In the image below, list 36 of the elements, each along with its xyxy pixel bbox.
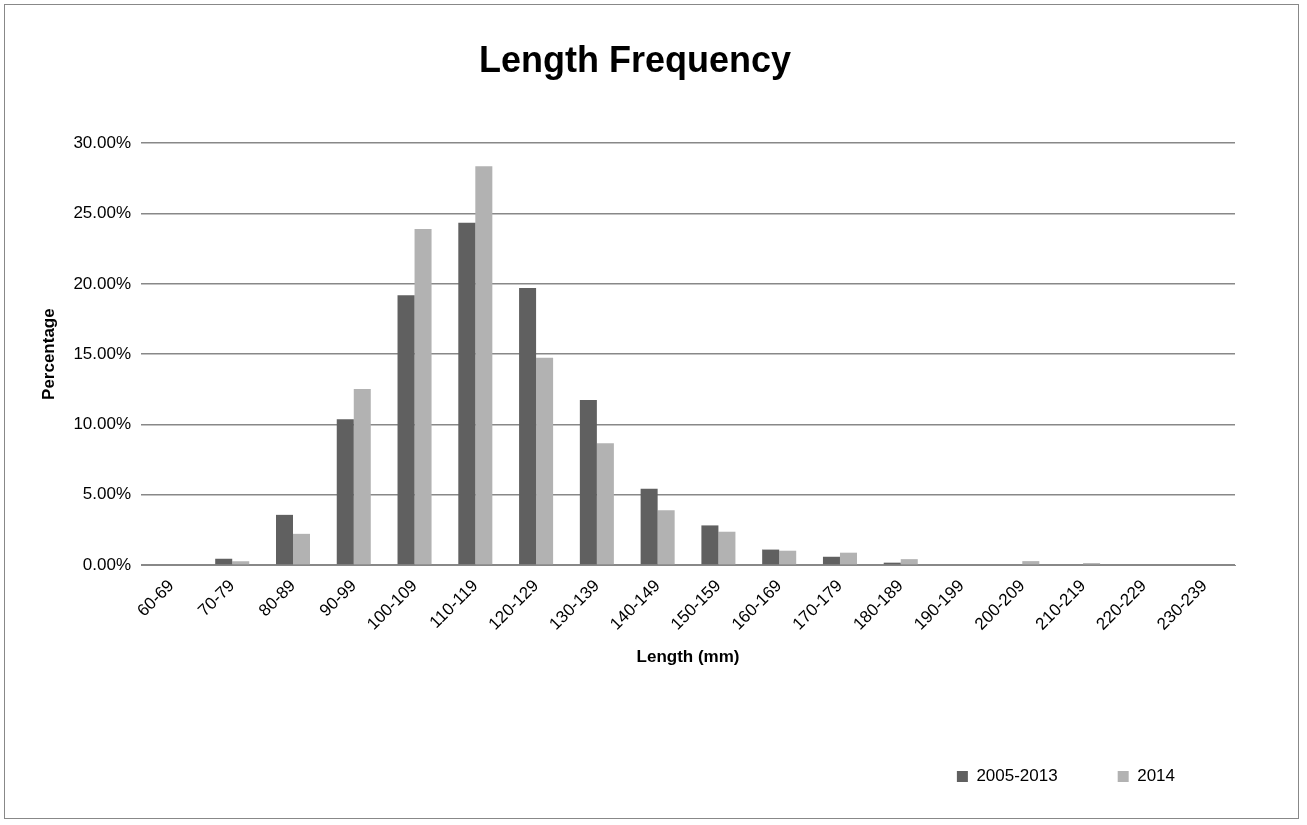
legend-label: 2014 [1137, 766, 1176, 786]
bar [640, 488, 658, 565]
y-tick-label: 30.00% [73, 132, 132, 152]
bar [701, 525, 719, 565]
legend-label: 2005-2013 [976, 766, 1058, 786]
y-axis-title: Percentage [38, 308, 58, 400]
bar [839, 552, 857, 565]
bar [536, 357, 554, 565]
bar [414, 229, 432, 565]
bar [718, 531, 736, 565]
bar [353, 389, 371, 565]
bar [596, 443, 614, 565]
bar [336, 419, 354, 565]
bar [1022, 561, 1040, 565]
bar [292, 533, 311, 565]
y-tick-label: 15.00% [73, 343, 132, 363]
bar [900, 559, 918, 565]
chart-title: Length Frequency [478, 38, 792, 80]
bar [475, 166, 493, 565]
y-tick-label: 25.00% [73, 203, 132, 223]
bar [275, 514, 293, 565]
x-axis-title: Length (mm) [636, 647, 740, 667]
bar [822, 556, 840, 565]
bar [458, 222, 476, 565]
bar [397, 295, 415, 565]
bar [779, 550, 797, 565]
y-tick-label: 20.00% [73, 273, 132, 293]
bar [232, 561, 250, 565]
bar [579, 399, 597, 565]
bar [519, 287, 537, 565]
y-tick-label: 0.00% [82, 554, 132, 574]
y-tick-label: 10.00% [73, 414, 132, 434]
bar [215, 558, 233, 565]
bar [762, 549, 780, 565]
y-tick-label: 5.00% [82, 484, 132, 504]
bar [657, 510, 675, 565]
